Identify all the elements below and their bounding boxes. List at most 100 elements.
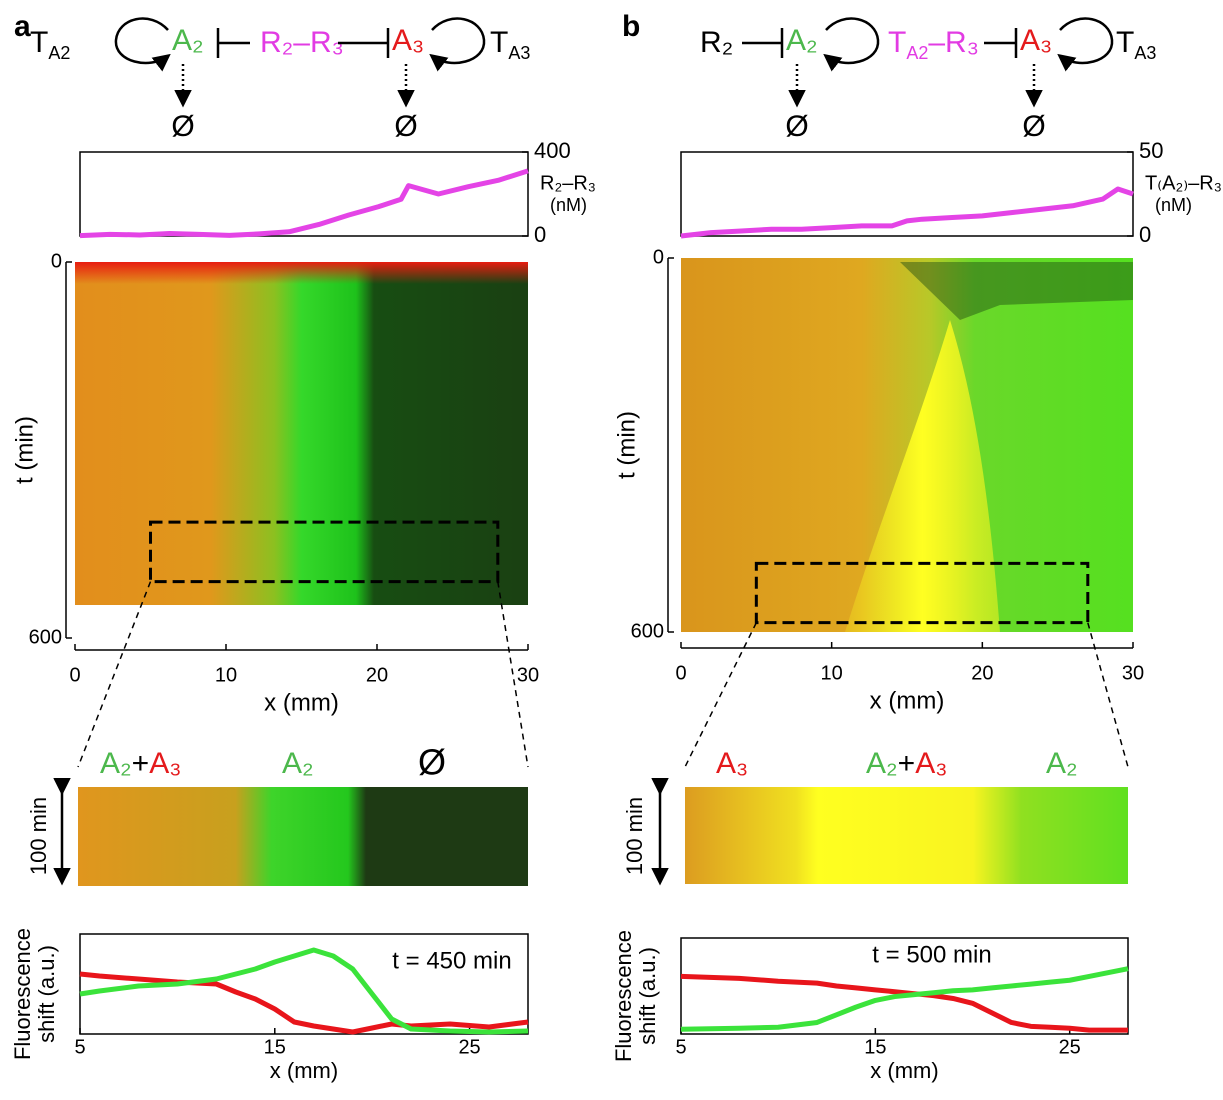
zoom-strip — [78, 787, 528, 886]
autocatalysis-arrow — [114, 17, 171, 72]
repressor-text: –R₃ — [928, 26, 979, 59]
y-axis-label: t (min) — [613, 411, 640, 479]
kymograph-image — [75, 258, 1133, 632]
inhibition-arrow — [984, 28, 1018, 58]
kymograph-b-dark — [900, 262, 1133, 320]
node-label: TA3 — [1116, 26, 1156, 63]
zoom-connector — [77, 581, 152, 768]
x-tick-label: 15 — [864, 1036, 886, 1058]
zoom-label: A₂ — [282, 747, 314, 780]
node-label: A₃ — [1020, 24, 1052, 57]
kymograph-a-top — [75, 262, 528, 284]
x-tick-label: 15 — [264, 1036, 286, 1058]
y-tick-label: 400 — [534, 138, 571, 163]
data-line — [79, 971, 529, 1035]
kymograph-a — [75, 262, 528, 605]
kymograph-b-yellow — [845, 320, 1000, 632]
node-text: T — [490, 26, 508, 59]
x-tick-label: 25 — [458, 1036, 480, 1058]
x-tick-label: 20 — [971, 662, 993, 684]
zoom-connector — [497, 581, 529, 768]
data-line — [680, 966, 1129, 1032]
node-subscript: A3 — [1134, 43, 1156, 63]
x-axis-label: x (mm) — [270, 1058, 338, 1083]
zoom-label: Ø — [418, 742, 446, 783]
zoom-box — [754, 561, 1090, 625]
network-diagram: R₂ A₂ TA2–R₃ A₃ TA3 Ø Ø — [700, 17, 1156, 143]
species: A₃ — [915, 747, 947, 780]
species: A₃ — [149, 747, 181, 780]
species: A₂ — [866, 747, 898, 780]
plot-frame — [79, 933, 529, 1035]
inhibition-arrow — [216, 28, 250, 58]
x-tick-label: 25 — [1059, 1036, 1081, 1058]
species-plus: + — [898, 747, 916, 780]
panel-label: a — [14, 10, 31, 43]
plot-frame — [680, 937, 1129, 1035]
zoom-label: A₂+A₃ — [866, 747, 947, 780]
x-axis-label: x (mm) — [870, 687, 945, 714]
x-tick-label: 0 — [69, 664, 80, 686]
duration-label: 100 min — [26, 797, 51, 875]
zoom-label: A₃ — [716, 747, 748, 780]
panel-label: b — [622, 10, 640, 43]
node-label: A₂ — [786, 24, 818, 57]
y-axis-label: Fluorescence — [10, 928, 35, 1060]
node-subscript: A2 — [48, 43, 70, 63]
autocatalysis-arrow — [1057, 17, 1114, 72]
node-label: TA3 — [490, 26, 530, 63]
x-tick-label: 0 — [675, 662, 686, 684]
x-axis-label: x (mm) — [264, 689, 339, 716]
y-tick-label: 600 — [631, 620, 664, 642]
y-axis-label: shift (a.u.) — [635, 947, 660, 1045]
sink-label: Ø — [394, 110, 417, 143]
x-tick-label: 30 — [1122, 662, 1144, 684]
node-label: A₃ — [392, 24, 424, 57]
zoom-connector — [684, 622, 758, 768]
x-tick-label: 20 — [366, 664, 388, 686]
y-axis-label: shift (a.u.) — [34, 945, 59, 1043]
repressor-text: T — [888, 26, 906, 59]
inhibition-arrow — [742, 28, 784, 58]
y-tick-label: 0 — [653, 246, 664, 268]
sink-label: Ø — [1022, 110, 1045, 143]
data-line — [680, 973, 1128, 1033]
y-axis-label: R₂–R₃ — [540, 172, 596, 194]
autocatalysis-arrow — [823, 17, 880, 72]
y-axis-label: (nM) — [1155, 195, 1192, 215]
inhibition-arrow — [338, 28, 390, 58]
x-tick-label: 30 — [517, 664, 539, 686]
y-axis-label: Fluorescence — [611, 930, 636, 1062]
node-label: R₂ — [700, 26, 733, 59]
annotation: t = 450 min — [392, 947, 511, 974]
repressor-label: TA2–R₃ — [888, 26, 979, 63]
zoom-box — [149, 520, 500, 584]
node-subscript: A3 — [508, 43, 530, 63]
data-line — [79, 168, 529, 239]
data-line — [680, 186, 1134, 239]
zoom-strip — [685, 787, 1128, 884]
node-text: T — [30, 26, 48, 59]
duration-label: 100 min — [622, 797, 647, 875]
y-tick-label: 0 — [534, 222, 546, 247]
sink-label: Ø — [171, 110, 194, 143]
y-axis-label: T₍A₂₎–R₃ — [1145, 172, 1222, 194]
x-tick-label: 10 — [821, 662, 843, 684]
y-tick-label: 0 — [1139, 222, 1151, 247]
repressor-subscript: A2 — [906, 43, 928, 63]
autocatalysis-arrow — [429, 17, 486, 72]
zoom-label: A₂ — [1046, 747, 1078, 780]
annotation: t = 500 min — [872, 941, 991, 968]
y-axis-label: t (min) — [11, 416, 38, 484]
y-tick-label: 600 — [29, 626, 62, 648]
y-axis-label: (nM) — [550, 195, 587, 215]
zoom-label: A₂+A₃ — [100, 747, 181, 780]
species-plus: + — [132, 747, 150, 780]
repressor-label: R₂–R₃ — [260, 26, 344, 59]
node-label: TA2 — [30, 26, 70, 63]
node-text: T — [1116, 26, 1134, 59]
data-line — [79, 947, 529, 1035]
species: A₂ — [100, 747, 132, 780]
x-tick-label: 5 — [74, 1036, 85, 1058]
